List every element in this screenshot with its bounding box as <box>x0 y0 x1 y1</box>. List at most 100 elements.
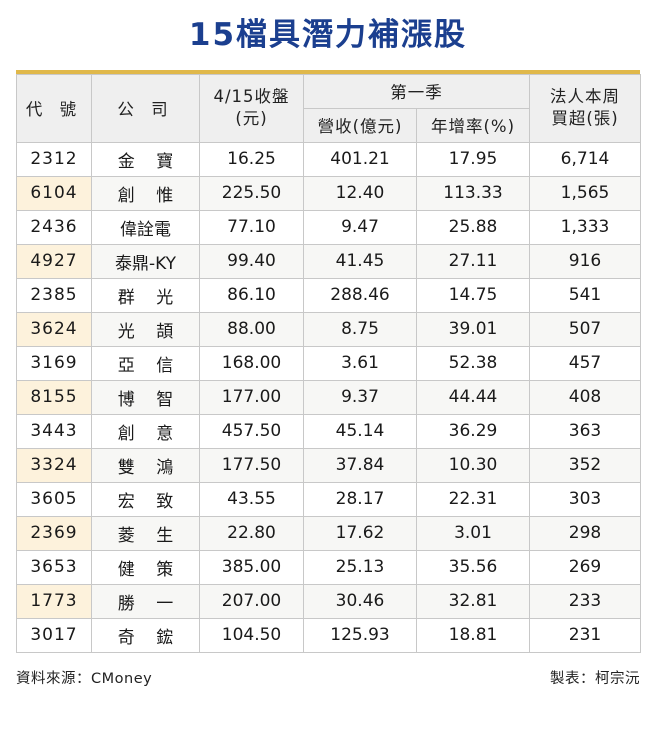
col-header-institution: 法人本周 買超(張) <box>529 73 641 143</box>
cell-code: 3324 <box>16 447 92 483</box>
cell-price: 99.40 <box>199 243 304 279</box>
cell-company: 健 策 <box>91 549 200 585</box>
col-header-yoy: 年增率(%) <box>416 107 530 143</box>
table-row: 4927 泰鼎-KY 99.40 41.45 27.11 916 <box>16 243 641 279</box>
cell-price: 86.10 <box>199 277 304 313</box>
cell-yoy: 22.31 <box>416 481 530 517</box>
cell-buy: 1,333 <box>529 209 641 245</box>
col-header-code: 代 號 <box>16 73 92 143</box>
cell-code: 3443 <box>16 413 92 449</box>
table-row: 3605 宏 致 43.55 28.17 22.31 303 <box>16 481 641 517</box>
cell-yoy: 35.56 <box>416 549 530 585</box>
cell-revenue: 28.17 <box>303 481 417 517</box>
data-source-label: 資料來源：CMoney <box>16 670 153 687</box>
cell-buy: 457 <box>529 345 641 381</box>
table-body: 2312 金 寶 16.25 401.21 17.95 6,714 6104 創 惟 225.5… <box>16 141 641 653</box>
cell-company: 偉詮電 <box>91 209 200 245</box>
cell-price: 457.50 <box>199 413 304 449</box>
cell-buy: 231 <box>529 617 641 653</box>
cell-buy: 303 <box>529 481 641 517</box>
cell-price: 385.00 <box>199 549 304 585</box>
cell-revenue: 9.47 <box>303 209 417 245</box>
cell-code: 2385 <box>16 277 92 313</box>
cell-company: 泰鼎-KY <box>91 243 200 279</box>
cell-price: 16.25 <box>199 141 304 177</box>
cell-company: 博 智 <box>91 379 200 415</box>
cell-code: 6104 <box>16 175 92 211</box>
cell-revenue: 288.46 <box>303 277 417 313</box>
cell-price: 177.00 <box>199 379 304 415</box>
cell-price: 77.10 <box>199 209 304 245</box>
cell-code: 1773 <box>16 583 92 619</box>
cell-revenue: 25.13 <box>303 549 417 585</box>
cell-buy: 541 <box>529 277 641 313</box>
cell-company: 宏 致 <box>91 481 200 517</box>
cell-revenue: 125.93 <box>303 617 417 653</box>
cell-yoy: 25.88 <box>416 209 530 245</box>
cell-revenue: 8.75 <box>303 311 417 347</box>
cell-buy: 1,565 <box>529 175 641 211</box>
cell-company: 光 頡 <box>91 311 200 347</box>
cell-yoy: 14.75 <box>416 277 530 313</box>
cell-yoy: 10.30 <box>416 447 530 483</box>
credit-label: 製表：柯宗沅 <box>550 670 640 687</box>
cell-revenue: 37.84 <box>303 447 417 483</box>
table-footer: 資料來源：CMoney 製表：柯宗沅 <box>16 653 640 688</box>
cell-code: 2312 <box>16 141 92 177</box>
cell-code: 3653 <box>16 549 92 585</box>
cell-buy: 233 <box>529 583 641 619</box>
cell-revenue: 41.45 <box>303 243 417 279</box>
cell-revenue: 401.21 <box>303 141 417 177</box>
cell-code: 3624 <box>16 311 92 347</box>
cell-company: 創 意 <box>91 413 200 449</box>
cell-price: 43.55 <box>199 481 304 517</box>
title-accent-bar <box>16 69 640 74</box>
cell-code: 3169 <box>16 345 92 381</box>
cell-yoy: 3.01 <box>416 515 530 551</box>
cell-price: 104.50 <box>199 617 304 653</box>
cell-buy: 507 <box>529 311 641 347</box>
cell-code: 8155 <box>16 379 92 415</box>
cell-yoy: 39.01 <box>416 311 530 347</box>
cell-price: 168.00 <box>199 345 304 381</box>
cell-company: 創 惟 <box>91 175 200 211</box>
cell-price: 88.00 <box>199 311 304 347</box>
cell-buy: 269 <box>529 549 641 585</box>
cell-yoy: 27.11 <box>416 243 530 279</box>
cell-buy: 6,714 <box>529 141 641 177</box>
cell-code: 2369 <box>16 515 92 551</box>
col-header-price-line1: 4/15收盤 <box>213 86 290 106</box>
col-header-price: 4/15收盤 (元) <box>199 73 304 143</box>
cell-price: 225.50 <box>199 175 304 211</box>
cell-yoy: 113.33 <box>416 175 530 211</box>
cell-company: 奇 鋐 <box>91 617 200 653</box>
cell-yoy: 17.95 <box>416 141 530 177</box>
cell-buy: 916 <box>529 243 641 279</box>
col-header-institution-line2: 買超(張) <box>551 109 619 129</box>
table-row: 3017 奇 鋐 104.50 125.93 18.81 231 <box>16 617 641 653</box>
table-row: 3624 光 頡 88.00 8.75 39.01 507 <box>16 311 641 347</box>
table-row: 1773 勝 一 207.00 30.46 32.81 233 <box>16 583 641 619</box>
cell-company: 勝 一 <box>91 583 200 619</box>
table-row: 6104 創 惟 225.50 12.40 113.33 1,565 <box>16 175 641 211</box>
page-title: 15檔具潛力補漲股 <box>188 17 468 53</box>
col-header-price-line2: (元) <box>235 109 268 129</box>
table-header: 代 號 公 司 4/15收盤 (元) 第一季 法人本周 買超(張) <box>16 73 641 143</box>
table-row: 2385 群 光 86.10 288.46 14.75 541 <box>16 277 641 313</box>
table-row: 2369 菱 生 22.80 17.62 3.01 298 <box>16 515 641 551</box>
col-header-revenue: 營收(億元) <box>303 107 417 143</box>
cell-company: 雙 鴻 <box>91 447 200 483</box>
cell-company: 金 寶 <box>91 141 200 177</box>
cell-price: 177.50 <box>199 447 304 483</box>
cell-buy: 408 <box>529 379 641 415</box>
table-row: 3653 健 策 385.00 25.13 35.56 269 <box>16 549 641 585</box>
cell-price: 207.00 <box>199 583 304 619</box>
cell-yoy: 52.38 <box>416 345 530 381</box>
cell-code: 2436 <box>16 209 92 245</box>
col-header-institution-line1: 法人本周 <box>550 86 620 106</box>
table-row: 3324 雙 鴻 177.50 37.84 10.30 352 <box>16 447 641 483</box>
cell-buy: 363 <box>529 413 641 449</box>
cell-company: 菱 生 <box>91 515 200 551</box>
table-row: 2312 金 寶 16.25 401.21 17.95 6,714 <box>16 141 641 177</box>
